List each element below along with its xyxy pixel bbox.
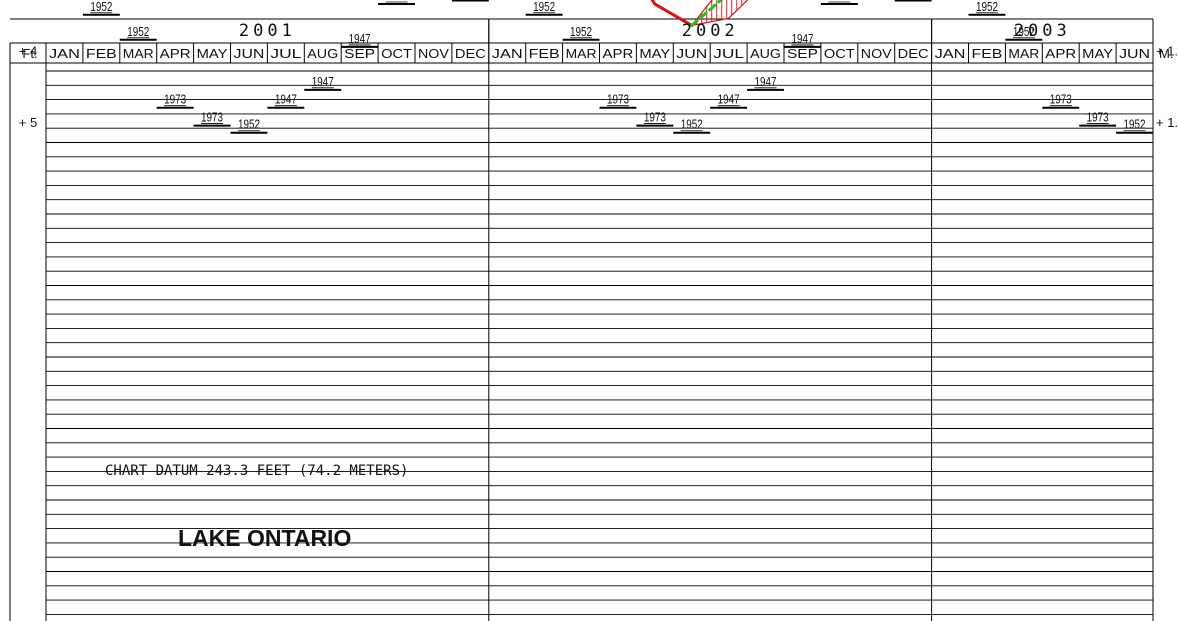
month-label: JAN: [492, 46, 523, 61]
record-high-year: 1973: [1087, 110, 1109, 125]
series-lines: [650, 0, 724, 27]
month-label: NOV: [418, 46, 449, 61]
axis-labels: + 5+ 4+ 3+ 2+ 10-1+ 1.5+ 1.2+ 0.9+ 0.6+ …: [19, 44, 1178, 131]
record-high-year: 1947: [275, 92, 297, 107]
year-label: 2002: [682, 21, 739, 41]
month-label: MAR: [1008, 46, 1039, 61]
month-label: OCT: [824, 46, 855, 61]
month-label: DEC: [455, 46, 486, 61]
month-label: MAY: [1082, 46, 1113, 61]
series-recorded-line: [650, 0, 694, 27]
record-high-year: 1952: [533, 0, 555, 14]
month-label: JUL: [270, 46, 301, 61]
record-high-year: 1945: [386, 0, 408, 3]
record-high-year: 1952: [1013, 24, 1035, 39]
record-high-year: 1952: [1124, 117, 1146, 132]
month-label: MAR: [123, 46, 154, 61]
chart-datum-note: CHART DATUM 243.3 FEET (74.2 METERS): [105, 463, 408, 479]
chart-header: 2001 2002 2003 JAN FEB MAR APR MAY JUN JUL AUG SEP O…: [22, 21, 1173, 61]
record-high-year: 1952: [976, 0, 998, 14]
record-high-year: 1973: [644, 110, 666, 125]
record-high-year: 1952: [90, 0, 112, 14]
month-label: MAR: [566, 46, 597, 61]
right-axis-title: M.: [1159, 46, 1173, 61]
right-tick-label: + 1.2: [1156, 44, 1178, 59]
month-label: DEC: [898, 46, 929, 61]
left-axis-title: Ft.: [22, 46, 37, 61]
month-label: APR: [1045, 46, 1076, 61]
record-high-year: 1952: [681, 117, 703, 132]
month-label: MAY: [639, 46, 670, 61]
record-high-year: 1952: [570, 24, 592, 39]
month-label: SEP: [344, 46, 375, 61]
month-label: OCT: [381, 46, 412, 61]
month-label: FEB: [972, 46, 1003, 61]
month-label: JAN: [49, 46, 80, 61]
right-tick-label: + 1.5: [1156, 115, 1178, 130]
month-label: NOV: [861, 46, 892, 61]
month-label: JUN: [1119, 46, 1150, 61]
lake-name-title: LAKE ONTARIO: [178, 525, 351, 551]
record-high-year: 1952: [127, 24, 149, 39]
month-label: APR: [603, 46, 634, 61]
month-label: JAN: [935, 46, 966, 61]
record-high-year: 1947: [718, 92, 740, 107]
month-label: MAY: [197, 46, 228, 61]
record-levels: 1946195219521973197319521947194719471945…: [82, 0, 1153, 134]
month-label: AUG: [750, 46, 781, 61]
forecast-range-band: [690, 0, 749, 27]
record-high-year: 1947: [312, 74, 334, 89]
month-label: FEB: [529, 46, 560, 61]
left-tick-label: + 4: [19, 44, 37, 59]
month-label: FEB: [86, 46, 117, 61]
year-label: 2001: [239, 21, 296, 41]
record-high-year: 1947: [791, 31, 813, 46]
record-high-year: 1973: [201, 110, 223, 125]
record-high-year: 1973: [1050, 92, 1072, 107]
month-label: JUN: [676, 46, 707, 61]
record-high-year: 1973: [164, 92, 186, 107]
month-label: AUG: [307, 46, 338, 61]
month-label: JUN: [234, 46, 265, 61]
left-tick-label: + 5: [19, 115, 37, 130]
record-high-year: 1952: [238, 117, 260, 132]
record-high-year: 1973: [607, 92, 629, 107]
record-high-year: 1947: [755, 74, 777, 89]
year-label: 2003: [1014, 21, 1071, 41]
record-high-year: 1947: [349, 31, 371, 46]
chart-grid: [9, 18, 1154, 621]
month-label: JUL: [713, 46, 744, 61]
month-label: SEP: [787, 46, 818, 61]
record-high-year: 1945: [828, 0, 850, 3]
month-label: APR: [160, 46, 191, 61]
